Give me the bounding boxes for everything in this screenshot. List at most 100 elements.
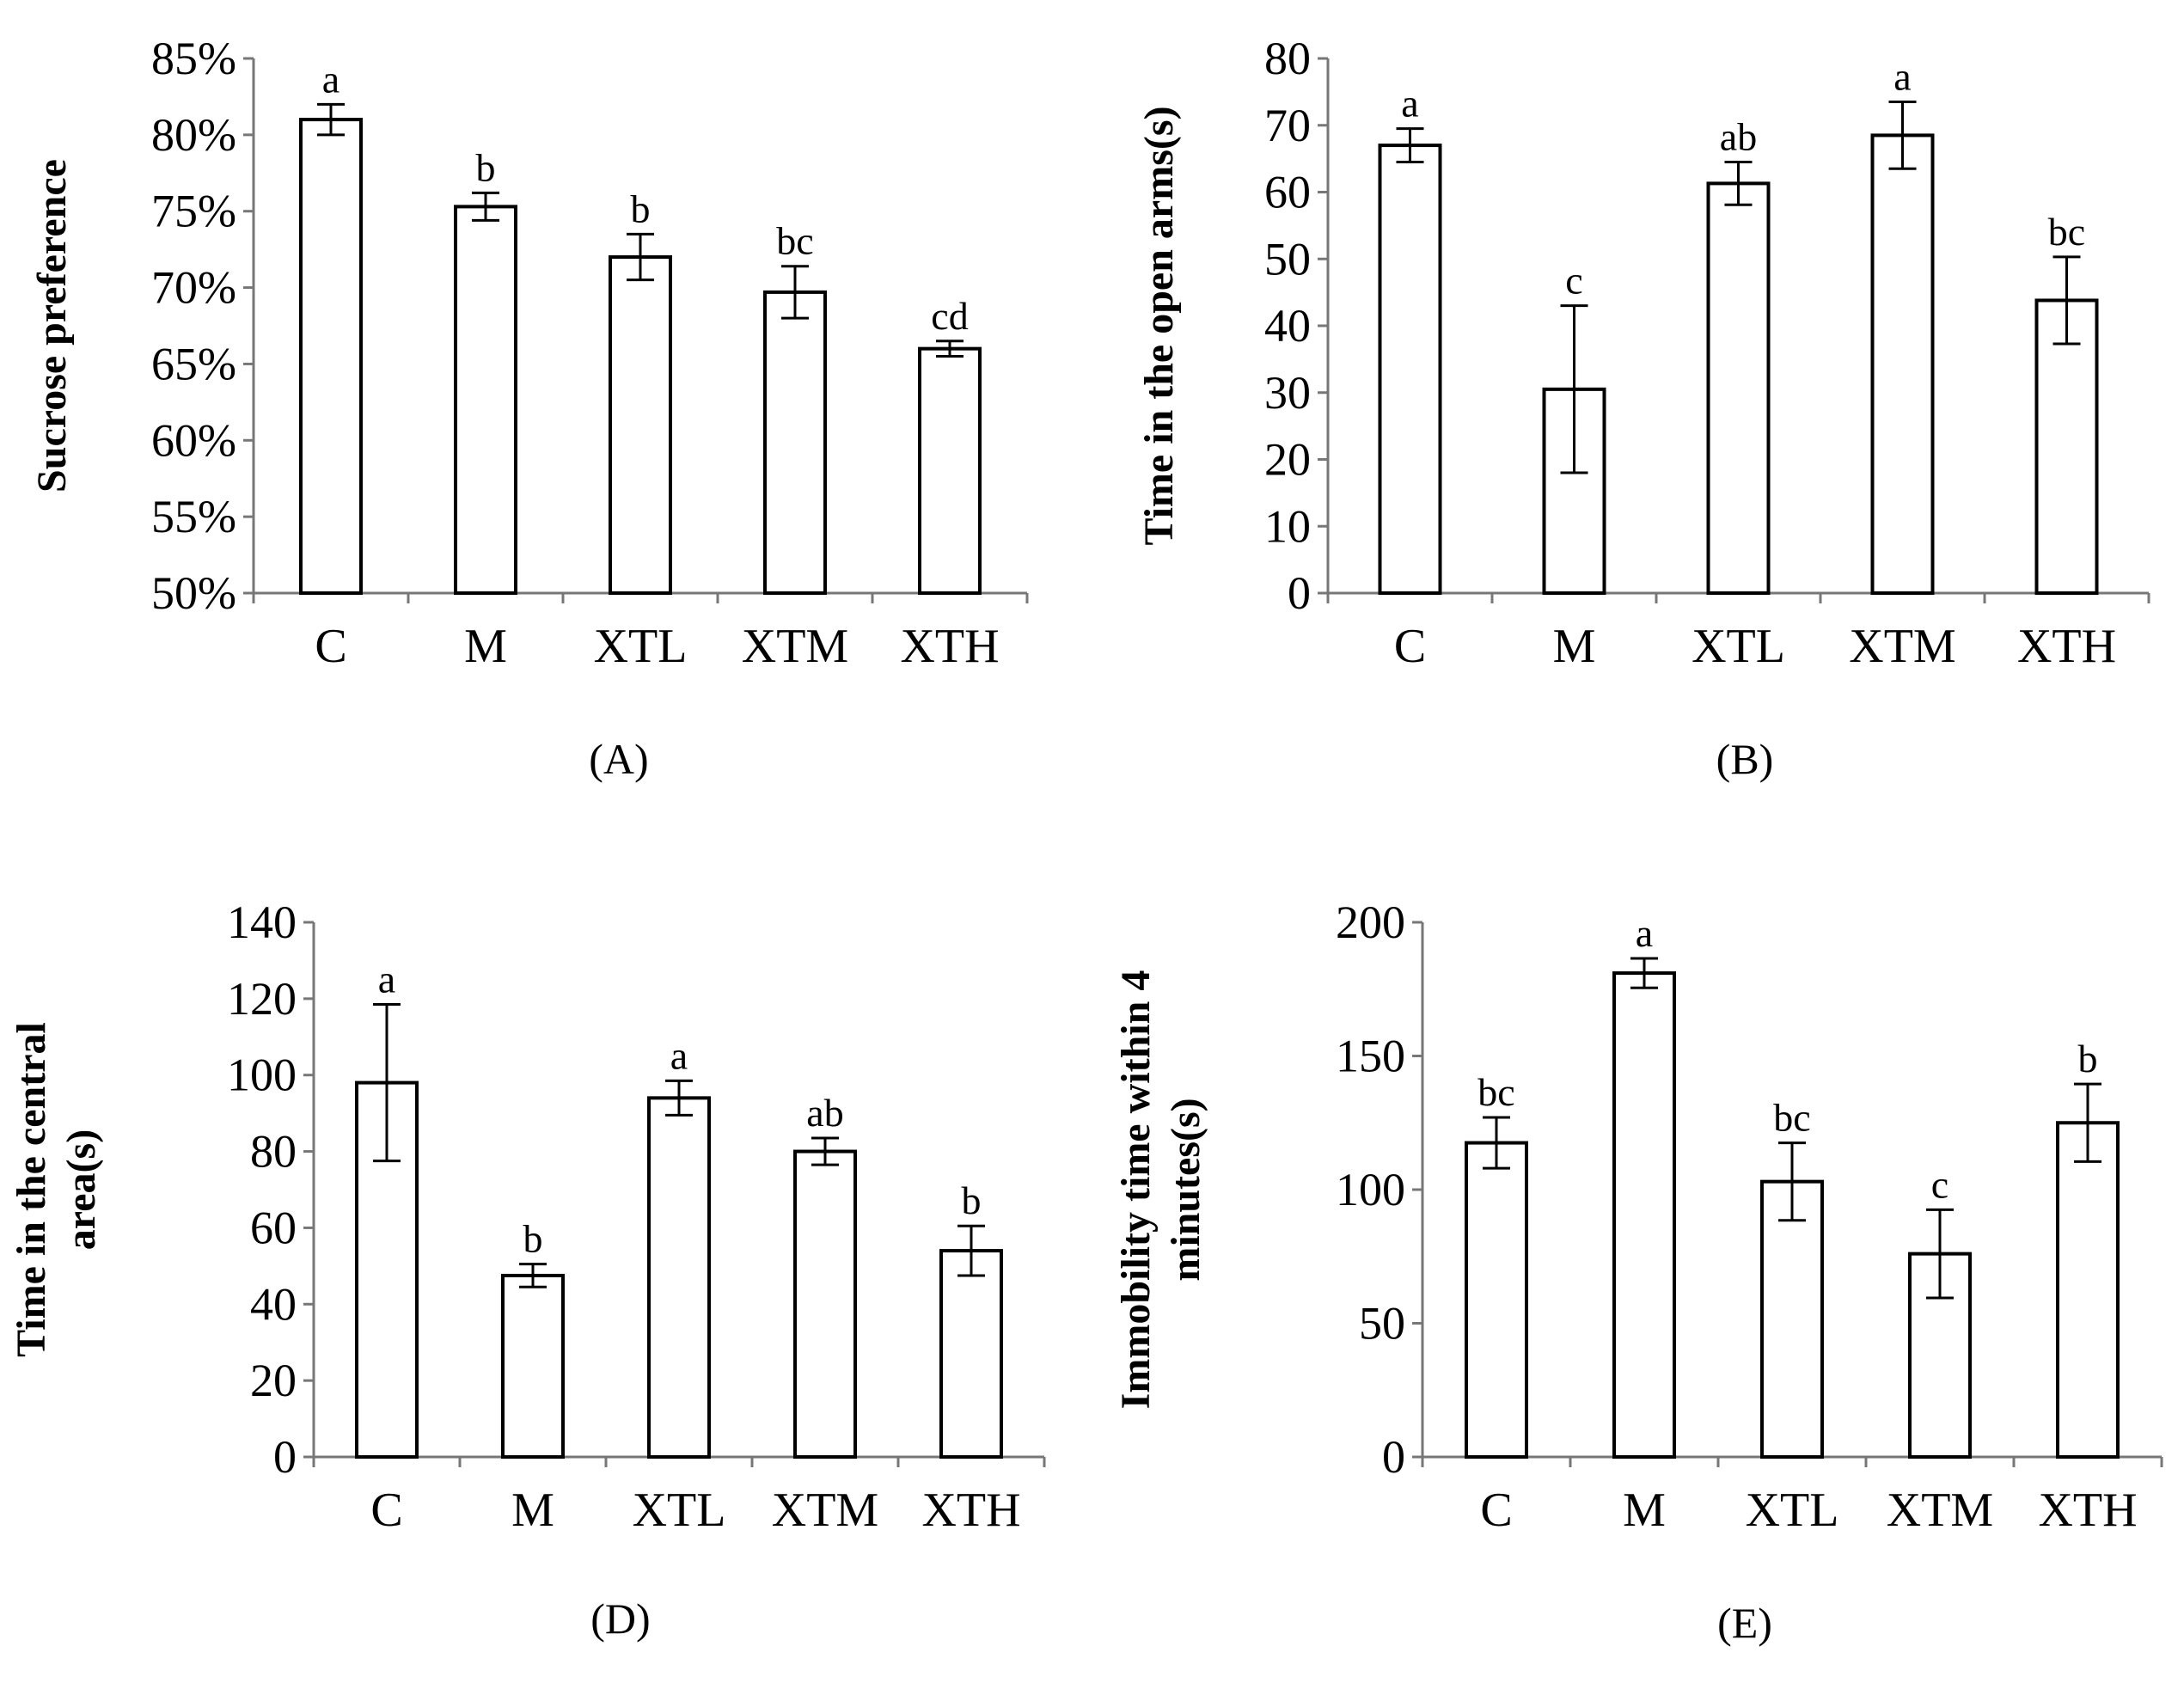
bar: [763, 290, 827, 595]
y-axis-title-line: Sucrose preference: [29, 159, 75, 493]
y-axis-title-line: minutes(s): [1163, 1098, 1208, 1281]
y-tick-label: 140: [227, 897, 297, 948]
x-category-label: M: [1623, 1484, 1666, 1537]
bar: [939, 1249, 1003, 1459]
y-tick-label: 50%: [151, 567, 236, 619]
bar: [609, 255, 672, 595]
y-tick-label: 80%: [151, 109, 236, 161]
y-tick-label: 0: [1288, 567, 1311, 619]
y-tick-label: 80: [250, 1126, 297, 1178]
panel-label: (E): [1717, 1599, 1772, 1647]
x-category-label: XTM: [772, 1484, 878, 1537]
y-tick-label: 75%: [151, 186, 236, 237]
significance-label: a: [1401, 82, 1418, 125]
y-axis-title-line: Immobility time within 4: [1113, 970, 1159, 1410]
bar: [1612, 971, 1676, 1459]
y-tick-label: 20: [1264, 434, 1311, 486]
x-category-label: C: [315, 620, 346, 673]
significance-label: bc: [2048, 210, 2085, 254]
significance-label: b: [523, 1217, 543, 1261]
y-tick-label: 50: [1264, 233, 1311, 285]
bar: [1760, 1179, 1824, 1460]
y-tick-label: 30: [1264, 367, 1311, 419]
y-tick-label: 60: [1264, 167, 1311, 218]
x-category-label: XTH: [921, 1484, 1020, 1537]
y-tick-label: 0: [273, 1431, 297, 1483]
significance-label: bc: [1773, 1096, 1810, 1140]
y-axis-title-line: area(s): [58, 1129, 104, 1250]
significance-label: bc: [1477, 1070, 1514, 1114]
y-tick-label: 40: [1264, 300, 1311, 352]
y-axis-title: Time in the central area(s): [9, 1022, 104, 1357]
y-tick-label: 85%: [151, 33, 236, 84]
y-axis-title-line: Time in the open arms(s): [1136, 106, 1182, 545]
y-axis-title: Time in the open arms(s): [1136, 106, 1182, 545]
x-category-label: XTM: [1849, 620, 1955, 673]
significance-label: ab: [1720, 115, 1757, 159]
significance-label: b: [631, 187, 651, 230]
y-tick-label: 65%: [151, 338, 236, 389]
y-tick-label: 200: [1336, 897, 1405, 948]
y-tick-label: 100: [227, 1050, 297, 1101]
y-tick-label: 60%: [151, 414, 236, 466]
x-category-label: XTM: [1887, 1484, 1993, 1537]
y-tick-label: 150: [1336, 1031, 1405, 1082]
y-tick-label: 0: [1382, 1431, 1405, 1483]
y-tick-label: 80: [1264, 33, 1311, 84]
y-tick-label: 100: [1336, 1164, 1405, 1215]
panel-label: (A): [589, 735, 648, 783]
y-axis-title: Sucrose preference: [29, 159, 75, 493]
bar: [454, 205, 517, 596]
y-tick-label: 55%: [151, 491, 236, 542]
significance-label: b: [2078, 1037, 2098, 1080]
bar: [2034, 298, 2099, 595]
y-tick-label: 60: [250, 1202, 297, 1253]
x-category-label: XTH: [900, 620, 999, 673]
x-category-label: C: [1394, 620, 1426, 673]
x-category-label: XTL: [633, 1484, 726, 1537]
bar: [1870, 133, 1935, 596]
panel-label: (B): [1716, 735, 1774, 783]
x-category-label: C: [1480, 1484, 1512, 1537]
significance-label: bc: [776, 219, 813, 263]
x-category-label: XTM: [742, 620, 848, 673]
significance-label: ab: [806, 1091, 843, 1135]
significance-label: a: [378, 958, 395, 1001]
x-category-label: XTL: [1746, 1484, 1839, 1537]
bar: [647, 1096, 711, 1460]
significance-label: c: [1565, 259, 1582, 303]
significance-label: cd: [931, 294, 968, 338]
y-tick-label: 120: [227, 973, 297, 1025]
x-category-label: XTL: [594, 620, 688, 673]
significance-label: a: [1636, 911, 1653, 955]
significance-label: b: [476, 145, 496, 189]
x-category-label: XTH: [2038, 1484, 2137, 1537]
bar: [1465, 1141, 1528, 1459]
x-category-label: XTH: [2017, 620, 2116, 673]
x-category-label: C: [370, 1484, 402, 1537]
bar: [1706, 181, 1771, 596]
y-tick-label: 10: [1264, 500, 1311, 552]
y-tick-label: 40: [250, 1278, 297, 1330]
bar: [2056, 1121, 2120, 1459]
y-tick-label: 70: [1264, 100, 1311, 151]
significance-label: c: [1931, 1162, 1948, 1206]
bar: [299, 118, 363, 596]
y-tick-label: 20: [250, 1355, 297, 1406]
bar: [793, 1149, 857, 1459]
x-category-label: M: [511, 1484, 554, 1537]
y-tick-label: 70%: [151, 262, 236, 314]
significance-label: b: [962, 1178, 982, 1222]
x-category-label: XTL: [1692, 620, 1785, 673]
y-tick-label: 50: [1359, 1298, 1405, 1349]
y-axis-title-line: Time in the central: [9, 1022, 54, 1357]
significance-label: a: [1893, 55, 1911, 99]
x-category-label: M: [464, 620, 507, 673]
x-category-label: M: [1553, 620, 1596, 673]
significance-label: a: [322, 57, 340, 101]
